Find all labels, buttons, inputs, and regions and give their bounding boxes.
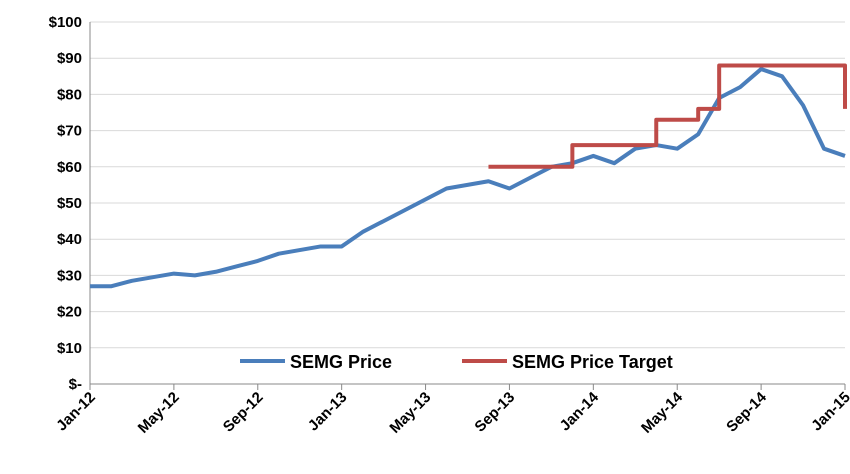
legend-label: SEMG Price bbox=[290, 352, 392, 372]
x-tick-label: Jan-15 bbox=[808, 389, 850, 435]
y-tick-label: $50 bbox=[57, 195, 82, 212]
x-tick-label: May-12 bbox=[135, 389, 183, 437]
legend-label: SEMG Price Target bbox=[512, 352, 673, 372]
y-tick-label: $80 bbox=[57, 86, 82, 103]
x-tick-label: Sep-12 bbox=[220, 389, 267, 436]
x-tick-label: Sep-14 bbox=[723, 388, 770, 435]
y-tick-label: $10 bbox=[57, 340, 82, 357]
y-tick-label: $90 bbox=[57, 50, 82, 67]
x-tick-label: May-13 bbox=[386, 389, 434, 437]
x-tick-label: Jan-14 bbox=[557, 388, 603, 434]
y-tick-label: $40 bbox=[57, 231, 82, 248]
y-tick-label: $100 bbox=[49, 14, 82, 31]
x-tick-label: Jan-12 bbox=[53, 389, 99, 435]
y-tick-label: $60 bbox=[57, 159, 82, 176]
y-tick-label: $- bbox=[69, 376, 82, 393]
series-line bbox=[488, 63, 847, 169]
x-tick-label: Jan-13 bbox=[305, 389, 351, 435]
y-tick-label: $70 bbox=[57, 123, 82, 140]
x-tick-label: Sep-13 bbox=[471, 389, 518, 436]
x-tick-label: May-14 bbox=[638, 388, 686, 436]
series-line bbox=[90, 67, 846, 289]
y-tick-label: $20 bbox=[57, 304, 82, 321]
y-tick-label: $30 bbox=[57, 267, 82, 284]
